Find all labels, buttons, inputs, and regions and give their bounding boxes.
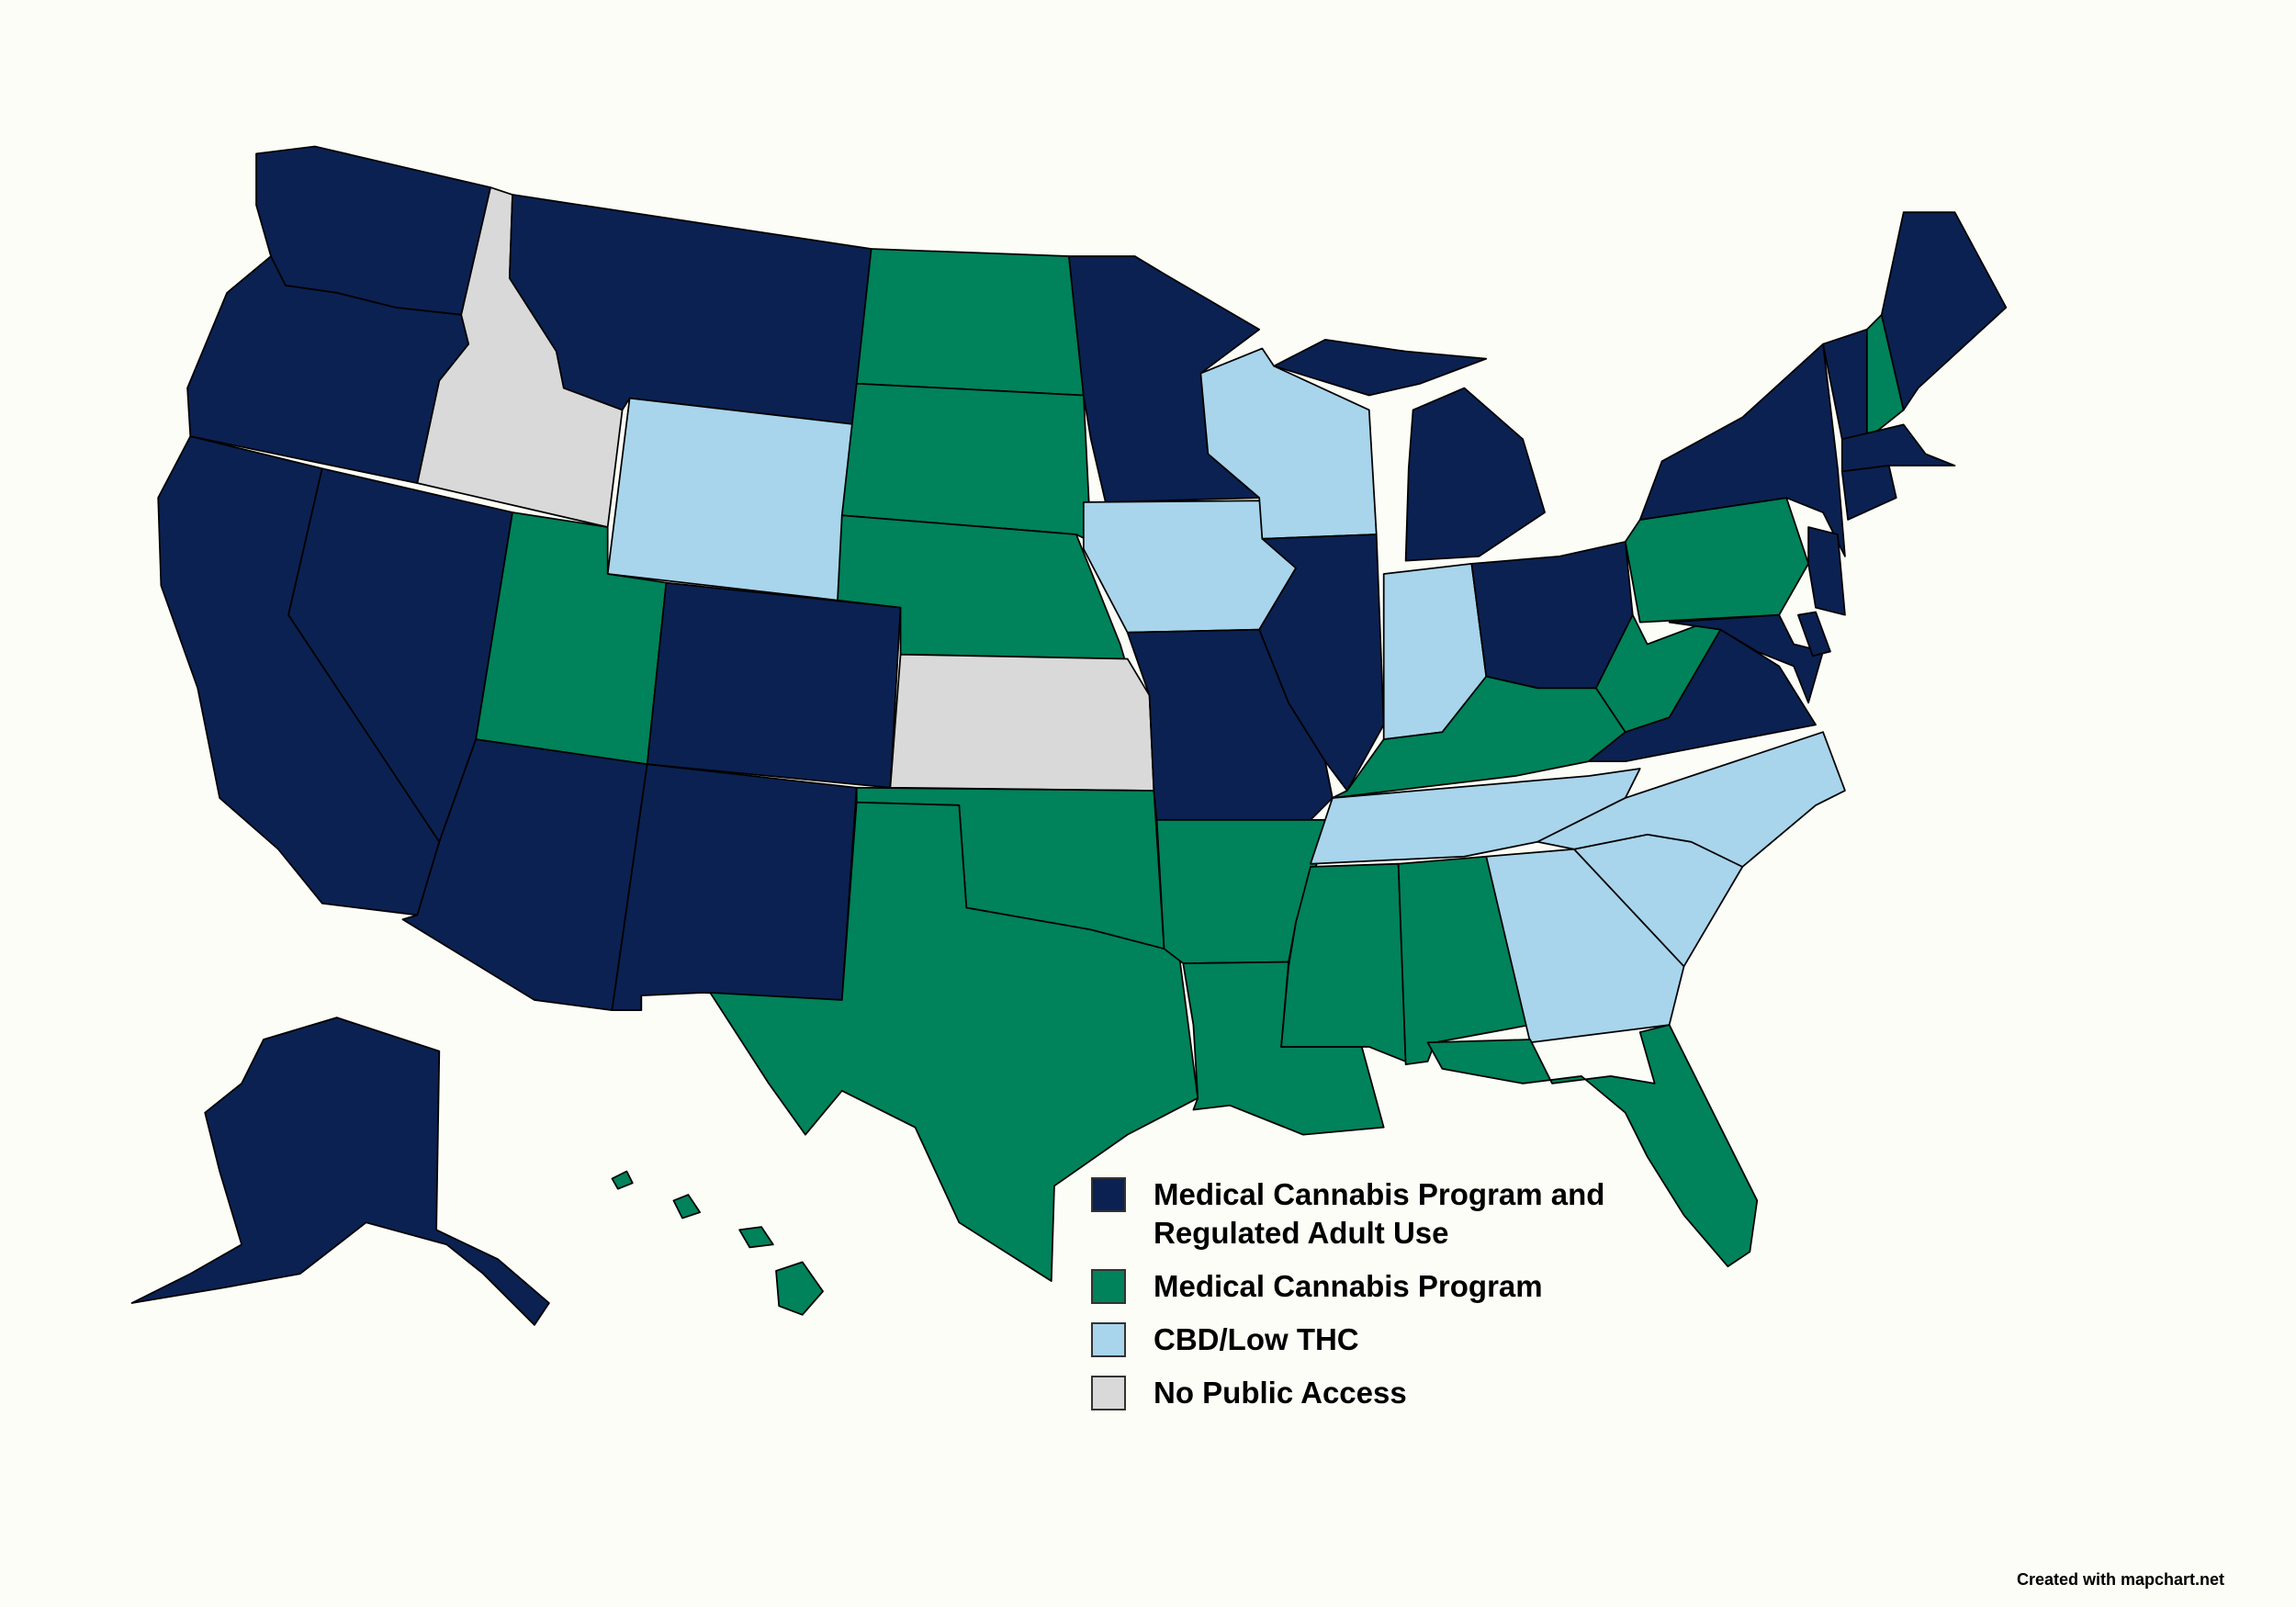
state-tx <box>709 801 1199 1282</box>
legend: Medical Cannabis Program and Regulated Ad… <box>1091 1175 1604 1427</box>
state-md <box>1668 613 1824 704</box>
legend-label: Medical Cannabis Program <box>1154 1269 1543 1303</box>
legend-item: No Public Access <box>1091 1374 1604 1412</box>
state-hi-4 <box>775 1261 824 1316</box>
legend-swatch <box>1091 1177 1126 1212</box>
states <box>130 145 2008 1326</box>
legend-label: No Public Access <box>1154 1376 1407 1410</box>
legend-item: Medical Cannabis Program and Regulated Ad… <box>1091 1175 1604 1253</box>
legend-label: Medical Cannabis Program and Regulated Ad… <box>1154 1175 1604 1253</box>
state-nm <box>611 763 858 1012</box>
state-hi-2 <box>672 1194 701 1219</box>
state-ct-ri <box>1840 465 1897 521</box>
state-me <box>1880 211 2008 411</box>
state-ak <box>130 1017 550 1326</box>
credit: Created with mapchart.net <box>2017 1570 2225 1589</box>
state-il <box>1258 534 1385 792</box>
legend-line: Medical Cannabis Program and <box>1154 1177 1605 1211</box>
state-mi-up <box>1273 339 1488 397</box>
state-hi-1 <box>611 1170 634 1190</box>
legend-swatch <box>1091 1376 1126 1410</box>
state-ga <box>1485 848 1685 1044</box>
state-nc <box>1536 731 1846 868</box>
legend-swatch <box>1091 1269 1126 1304</box>
state-nd <box>855 248 1085 397</box>
state-hi-3 <box>738 1226 774 1249</box>
state-ks <box>889 653 1155 792</box>
state-fl <box>1426 1024 1759 1268</box>
state-mi <box>1404 387 1546 562</box>
state-co <box>646 581 902 789</box>
legend-swatch <box>1091 1322 1126 1357</box>
state-ny <box>1638 343 1846 557</box>
state-nj <box>1807 526 1846 616</box>
legend-item: CBD/Low THC <box>1091 1320 1604 1359</box>
state-ms <box>1280 862 1407 1062</box>
state-de <box>1797 611 1831 657</box>
legend-label: CBD/Low THC <box>1154 1322 1359 1356</box>
state-wy <box>606 397 858 601</box>
legend-line: Regulated Adult Use <box>1154 1216 1449 1250</box>
legend-item: Medical Cannabis Program <box>1091 1267 1604 1306</box>
